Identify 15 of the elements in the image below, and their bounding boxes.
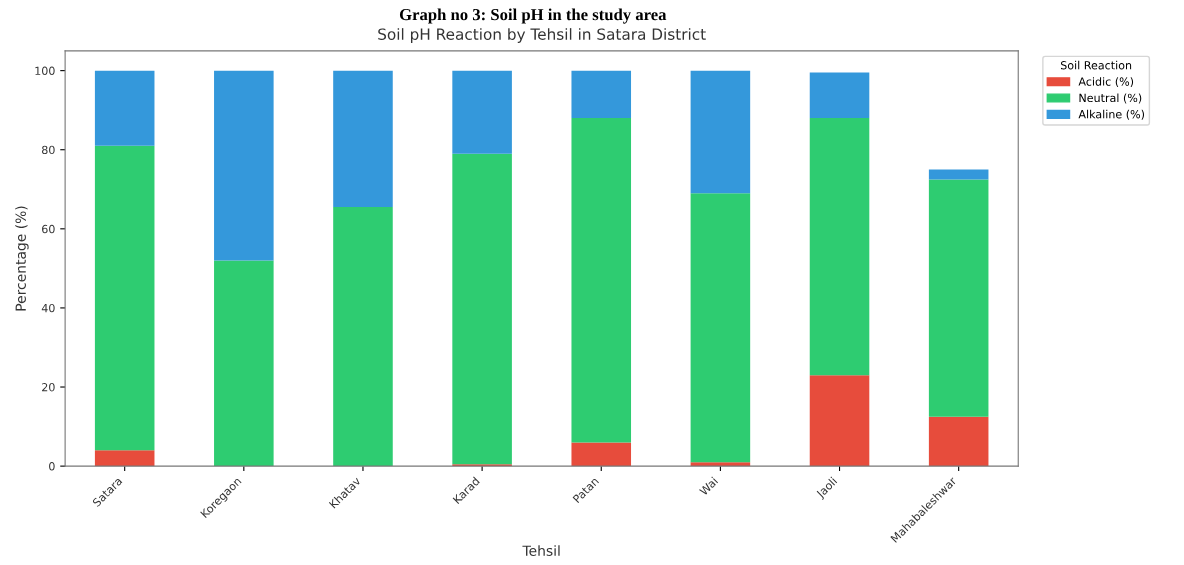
- legend-title: Soil Reaction: [1060, 60, 1132, 70]
- y-tick-label: 100: [35, 66, 55, 75]
- x-axis-title: Tehsil: [522, 545, 560, 556]
- y-tick-label: 60: [42, 224, 55, 234]
- y-axis-title: Percentage (%): [15, 206, 29, 311]
- x-tick-label: Wai: [698, 476, 719, 496]
- chart-subtitle: Soil pH Reaction by Tehsil in Satara District: [378, 28, 706, 43]
- y-tick-label: 0: [49, 462, 55, 471]
- legend-label: Alkaline (%): [1078, 109, 1145, 120]
- y-tick-label: 80: [42, 145, 55, 155]
- legend-label: Acidic (%): [1078, 77, 1134, 88]
- y-tick-label: 20: [42, 383, 55, 392]
- chart-title: Graph no 3: Soil pH in the study area: [399, 8, 667, 24]
- legend-label: Neutral (%): [1079, 93, 1142, 104]
- y-tick-label: 40: [41, 303, 55, 313]
